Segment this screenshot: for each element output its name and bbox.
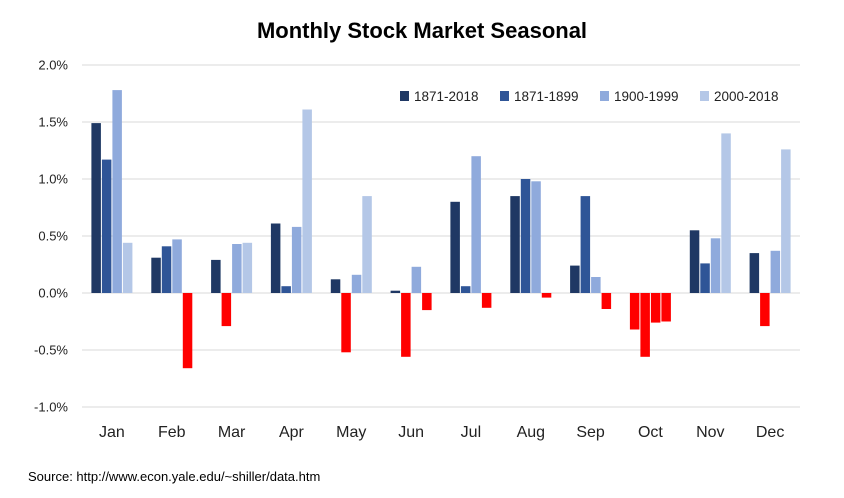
y-tick-label: 0.5% — [38, 229, 68, 244]
x-category-label: May — [336, 424, 366, 441]
x-category-label: Dec — [756, 424, 784, 441]
bar-nov-1871-2018 — [689, 230, 700, 293]
bar-sep-1871-1899 — [580, 196, 591, 293]
bar-oct-1871-1899 — [640, 293, 650, 357]
legend-swatch — [500, 91, 509, 101]
bar-apr-1871-2018 — [270, 223, 281, 293]
bar-aug-2000-2018 — [541, 293, 552, 298]
bar-sep-2000-2018 — [601, 293, 612, 309]
bar-may-1871-2018 — [330, 279, 341, 293]
x-category-label: Nov — [696, 424, 724, 441]
bar-aug-1871-1899 — [520, 179, 531, 293]
source-note: Source: http://www.econ.yale.edu/~shille… — [28, 469, 321, 484]
bar-apr-1900-1999 — [291, 226, 302, 293]
x-category-label: Feb — [158, 424, 186, 441]
bar-mar-1871-1899 — [221, 293, 232, 327]
y-tick-label: 0.0% — [38, 286, 68, 301]
legend-label: 1900-1999 — [614, 89, 679, 104]
bars — [91, 90, 791, 369]
bar-mar-1900-1999 — [232, 244, 242, 293]
y-axis-ticks: 2.0% 1.5% 1.0% 0.5% 0.0% -0.5% -1.0% — [34, 58, 68, 415]
bar-may-1900-1999 — [351, 274, 362, 293]
chart-title: Monthly Stock Market Seasonal — [256, 18, 588, 43]
legend-swatch — [600, 91, 609, 101]
legend-label: 2000-2018 — [714, 89, 779, 104]
bar-feb-1871-2018 — [151, 257, 161, 293]
x-category-label: Jan — [99, 424, 125, 441]
legend: 1871-2018 1871-1899 1900-1999 2000-2018 — [400, 89, 779, 104]
bar-may-2000-2018 — [362, 196, 372, 293]
x-axis-categories: Jan Feb Mar Apr May Jun Jul Aug Sep Oct Nov Dec — [99, 424, 784, 441]
x-category-label: Aug — [517, 424, 545, 441]
y-tick-label: 1.0% — [38, 172, 68, 187]
bar-jan-1900-1999 — [112, 90, 122, 293]
bar-oct-2000-2018 — [661, 293, 671, 322]
bar-oct-1900-1999 — [650, 293, 661, 323]
bar-dec-1871-1899 — [760, 293, 770, 327]
x-category-label: Apr — [279, 424, 305, 441]
bar-jun-1900-1999 — [411, 266, 422, 293]
bar-aug-1900-1999 — [531, 181, 541, 293]
bar-oct-1871-2018 — [629, 293, 640, 330]
x-category-label: Jul — [461, 424, 481, 441]
bar-mar-2000-2018 — [242, 242, 253, 293]
x-category-label: Jun — [398, 424, 424, 441]
y-tick-label: 1.5% — [38, 115, 68, 130]
x-category-label: Mar — [218, 424, 246, 441]
bar-jun-1871-1899 — [401, 293, 411, 357]
bar-jul-1871-1899 — [460, 286, 471, 293]
y-tick-label: 2.0% — [38, 58, 68, 73]
bar-mar-1871-2018 — [211, 259, 221, 293]
gridlines — [82, 64, 800, 408]
bar-apr-2000-2018 — [302, 109, 312, 293]
bar-jun-2000-2018 — [422, 293, 432, 311]
bar-feb-1871-1899 — [161, 246, 172, 293]
bar-nov-1871-1899 — [700, 263, 710, 293]
x-category-label: Sep — [576, 424, 605, 441]
bar-jul-2000-2018 — [481, 293, 492, 308]
bar-feb-1900-1999 — [172, 239, 182, 293]
bar-dec-1871-2018 — [749, 253, 760, 293]
bar-jul-1871-2018 — [450, 201, 460, 293]
bar-jul-1900-1999 — [471, 156, 481, 293]
bar-jan-1871-2018 — [91, 123, 101, 293]
bar-nov-2000-2018 — [721, 133, 731, 293]
bar-dec-2000-2018 — [781, 149, 791, 293]
legend-swatch — [400, 91, 409, 101]
legend-swatch — [700, 91, 709, 101]
bar-apr-1871-1899 — [281, 286, 291, 293]
x-category-label: Oct — [638, 424, 663, 441]
legend-label: 1871-2018 — [414, 89, 479, 104]
bar-jan-1871-1899 — [101, 159, 112, 293]
legend-label: 1871-1899 — [514, 89, 579, 104]
bar-aug-1871-2018 — [510, 196, 520, 293]
bar-may-1871-1899 — [341, 293, 351, 353]
y-tick-label: -0.5% — [34, 343, 68, 358]
bar-jan-2000-2018 — [122, 242, 133, 293]
bar-sep-1871-2018 — [570, 265, 580, 293]
bar-feb-2000-2018 — [182, 293, 193, 369]
bar-jun-1871-2018 — [390, 290, 401, 293]
y-tick-label: -1.0% — [34, 400, 68, 415]
bar-dec-1900-1999 — [770, 250, 781, 293]
bar-nov-1900-1999 — [710, 238, 721, 293]
bar-sep-1900-1999 — [591, 277, 601, 293]
